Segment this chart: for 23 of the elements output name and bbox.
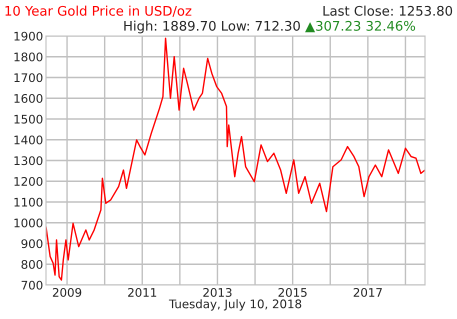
y-tick-label: 1300	[14, 156, 42, 166]
x-axis-title: Tuesday, July 10, 2018	[168, 299, 302, 311]
x-tick-label: 2009	[52, 288, 82, 297]
x-tick-label: 2011	[128, 288, 156, 297]
y-tick-label: 1600	[14, 94, 42, 103]
y-tick-label: 1500	[14, 114, 42, 124]
y-tick-label: 1700	[14, 73, 42, 82]
y-tick-label: 700	[22, 280, 42, 290]
text: ▲307.23 32.46%	[305, 20, 416, 32]
x-tick-label: 2015	[278, 288, 307, 297]
y-tick-label: 900	[21, 239, 42, 248]
y-tick-label: 1900	[14, 32, 42, 41]
chart-title: 10 Year Gold Price in USD/oz	[5, 6, 192, 17]
chart-subtitle: High: 1889.70 Low: 712.30	[124, 20, 300, 34]
y-tick-label: 1000	[14, 218, 42, 228]
y-tick-label: 800	[21, 260, 42, 269]
x-tick-label: 2013	[203, 288, 232, 297]
y-tick-label: 1400	[14, 135, 42, 144]
y-tick-label: 1100	[14, 198, 42, 207]
text: Last Close: 1253.80	[323, 6, 452, 16]
y-tick-label: 1800	[14, 52, 42, 62]
x-tick-label: 2017	[354, 288, 382, 297]
y-tick-label: 1200	[14, 176, 42, 186]
